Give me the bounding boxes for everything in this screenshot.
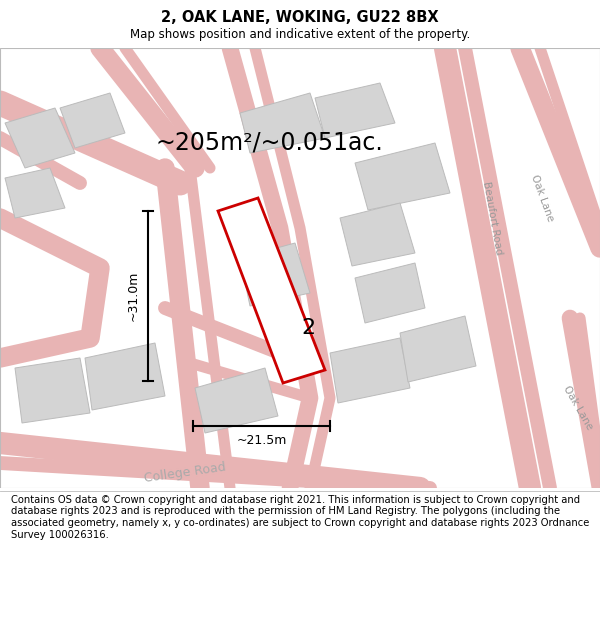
Polygon shape (5, 108, 75, 168)
Text: ~21.5m: ~21.5m (236, 434, 287, 447)
Text: 2, OAK LANE, WOKING, GU22 8BX: 2, OAK LANE, WOKING, GU22 8BX (161, 9, 439, 24)
Text: Oak Lane: Oak Lane (562, 384, 595, 432)
Polygon shape (330, 338, 410, 403)
Polygon shape (355, 263, 425, 323)
Polygon shape (195, 368, 278, 433)
Polygon shape (15, 358, 90, 423)
Polygon shape (355, 143, 450, 210)
Text: College Road: College Road (143, 461, 227, 485)
Polygon shape (85, 343, 165, 410)
Text: Contains OS data © Crown copyright and database right 2021. This information is : Contains OS data © Crown copyright and d… (11, 495, 589, 539)
Polygon shape (400, 316, 476, 382)
Polygon shape (5, 168, 65, 218)
Text: ~31.0m: ~31.0m (127, 271, 140, 321)
Polygon shape (240, 93, 325, 153)
Text: 2: 2 (301, 318, 315, 338)
Polygon shape (60, 93, 125, 148)
Text: Map shows position and indicative extent of the property.: Map shows position and indicative extent… (130, 28, 470, 41)
Text: Beaufort Road: Beaufort Road (481, 181, 503, 256)
Polygon shape (240, 243, 310, 306)
Polygon shape (315, 83, 395, 138)
Text: ~205m²/~0.051ac.: ~205m²/~0.051ac. (155, 130, 383, 154)
Polygon shape (340, 203, 415, 266)
Polygon shape (218, 198, 325, 383)
Text: Oak Lane: Oak Lane (529, 173, 555, 222)
